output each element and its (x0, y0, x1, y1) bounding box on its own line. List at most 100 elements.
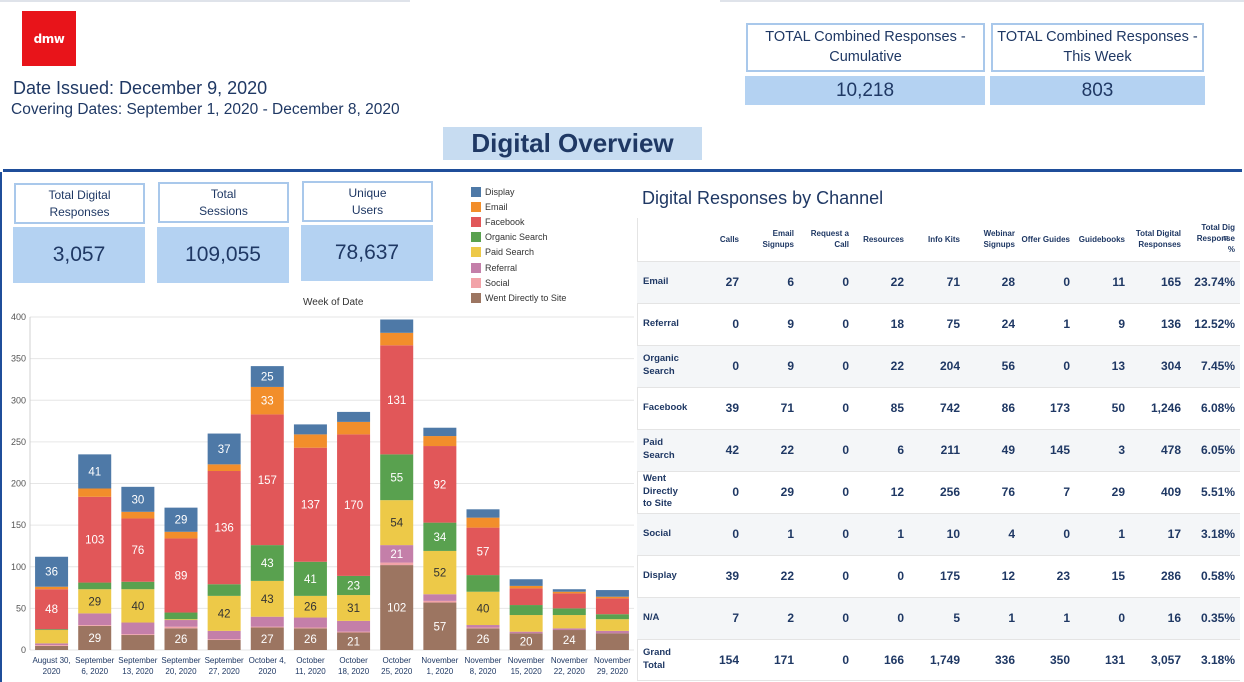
table-row-divider (637, 471, 1240, 472)
bar-segment (121, 581, 155, 590)
bar-segment (337, 434, 371, 576)
bar-segment (380, 332, 414, 346)
legend-item: Social (471, 275, 566, 290)
table-cell: 22 (890, 359, 904, 373)
bar-segment (164, 628, 198, 650)
table-cell: 0.58% (1200, 569, 1235, 583)
data-label: 29 (88, 596, 101, 608)
column-header-line: Offer Guides (1021, 235, 1070, 244)
table-cell: 1,246 (1150, 401, 1181, 415)
table-column-header: Total Digital Responses (1136, 229, 1181, 251)
bar-segment (466, 509, 500, 518)
row-label-line: Social (643, 527, 671, 539)
x-tick-label: September (75, 656, 114, 665)
bar-segment (552, 615, 586, 629)
bar-segment (250, 545, 284, 581)
data-label: 24 (563, 635, 576, 647)
x-tick-label: November (421, 656, 458, 665)
table-cell: 0 (732, 527, 739, 541)
legend-swatch (471, 232, 481, 243)
table-row-divider (637, 345, 1240, 346)
bar-segment (466, 628, 500, 650)
table-cell: 0 (842, 569, 849, 583)
bar-segment (78, 454, 112, 489)
bar-segment (466, 517, 500, 528)
bar-segment (121, 635, 155, 650)
sort-icon[interactable]: ≡ (1223, 233, 1229, 243)
bar-segment (337, 411, 371, 422)
table-cell: 42 (725, 443, 739, 457)
table-cell: 0 (732, 359, 739, 373)
x-tick-label: October (296, 656, 325, 665)
x-tick-label: October (339, 656, 368, 665)
x-tick-label: 15, 2020 (511, 667, 543, 676)
table-cell: 56 (1001, 359, 1015, 373)
x-tick-label: 22, 2020 (554, 667, 586, 676)
bar-segment (250, 627, 284, 650)
bar-segment (509, 588, 543, 606)
table-cell: 0 (842, 485, 849, 499)
x-tick-label: 6, 2020 (81, 667, 108, 676)
bar-segment (78, 589, 112, 614)
table-row-divider (637, 387, 1240, 388)
bar-segment (466, 591, 500, 626)
page-title: Digital Overview (443, 127, 702, 160)
table-title: Digital Responses by Channel (642, 188, 884, 208)
table-row-label: Grand Total (643, 647, 671, 673)
table-cell: 5.51% (1200, 485, 1235, 499)
table-row-label: Paid Search (643, 437, 675, 463)
table-cell: 304 (1160, 359, 1181, 373)
legend-item: Email (471, 199, 566, 214)
y-tick-label: 0 (21, 645, 26, 655)
table-cell: 12 (890, 485, 904, 499)
bar-segment (293, 627, 327, 629)
table-cell: 0 (842, 653, 849, 667)
bar-segment (337, 620, 371, 632)
bar-segment (552, 630, 586, 650)
table-cell: 171 (773, 653, 794, 667)
table-cell: 13 (1111, 359, 1125, 373)
table-cell: 49 (1001, 443, 1015, 457)
table-cell: 1,749 (929, 653, 960, 667)
bar-segment (164, 531, 198, 539)
table-cell: 3,057 (1150, 653, 1181, 667)
x-tick-label: 25, 2020 (381, 667, 413, 676)
bar-segment (207, 595, 241, 631)
kpi-total-digital-responses-value: 3,057 (13, 227, 145, 283)
table-cell: 3.18% (1200, 527, 1235, 541)
bar-segment (552, 589, 586, 592)
bar-segment (121, 634, 155, 636)
bar-segment (35, 629, 69, 631)
bar-segment (337, 595, 371, 621)
data-label: 27 (261, 634, 274, 646)
table-cell: 29 (1111, 485, 1125, 499)
table-cell: 175 (939, 569, 960, 583)
table-cell: 0 (842, 317, 849, 331)
data-label: 41 (304, 574, 317, 586)
x-tick-label: 13, 2020 (122, 667, 154, 676)
covering-dates: Covering Dates: September 1, 2020 - Dece… (11, 101, 400, 118)
bar-segment (164, 626, 198, 629)
bar-segment (78, 496, 112, 583)
legend-label: Organic Search (485, 232, 548, 243)
table-cell: 71 (946, 275, 960, 289)
table-cell: 131 (1104, 653, 1125, 667)
legend-swatch (471, 186, 481, 197)
x-tick-label: September (118, 656, 157, 665)
table-cell: 9 (787, 359, 794, 373)
table-row-bg (637, 261, 1240, 303)
bar-segment (121, 511, 155, 519)
bar-segment (509, 605, 543, 616)
table-cell: 27 (725, 275, 739, 289)
cumulative-label: TOTAL Combined Responses - Cumulative (746, 23, 985, 72)
legend-label: Email (485, 201, 508, 212)
column-header-line: Total Dig (1201, 223, 1235, 232)
data-label: 42 (218, 608, 231, 620)
table-column-header: Email Signups (762, 229, 794, 251)
table-cell: 256 (939, 485, 960, 499)
column-header-line: Email (772, 229, 794, 238)
data-label: 26 (304, 602, 317, 614)
bar-segment (250, 366, 284, 387)
bar-segment (466, 575, 500, 592)
table-cell: 154 (718, 653, 739, 667)
